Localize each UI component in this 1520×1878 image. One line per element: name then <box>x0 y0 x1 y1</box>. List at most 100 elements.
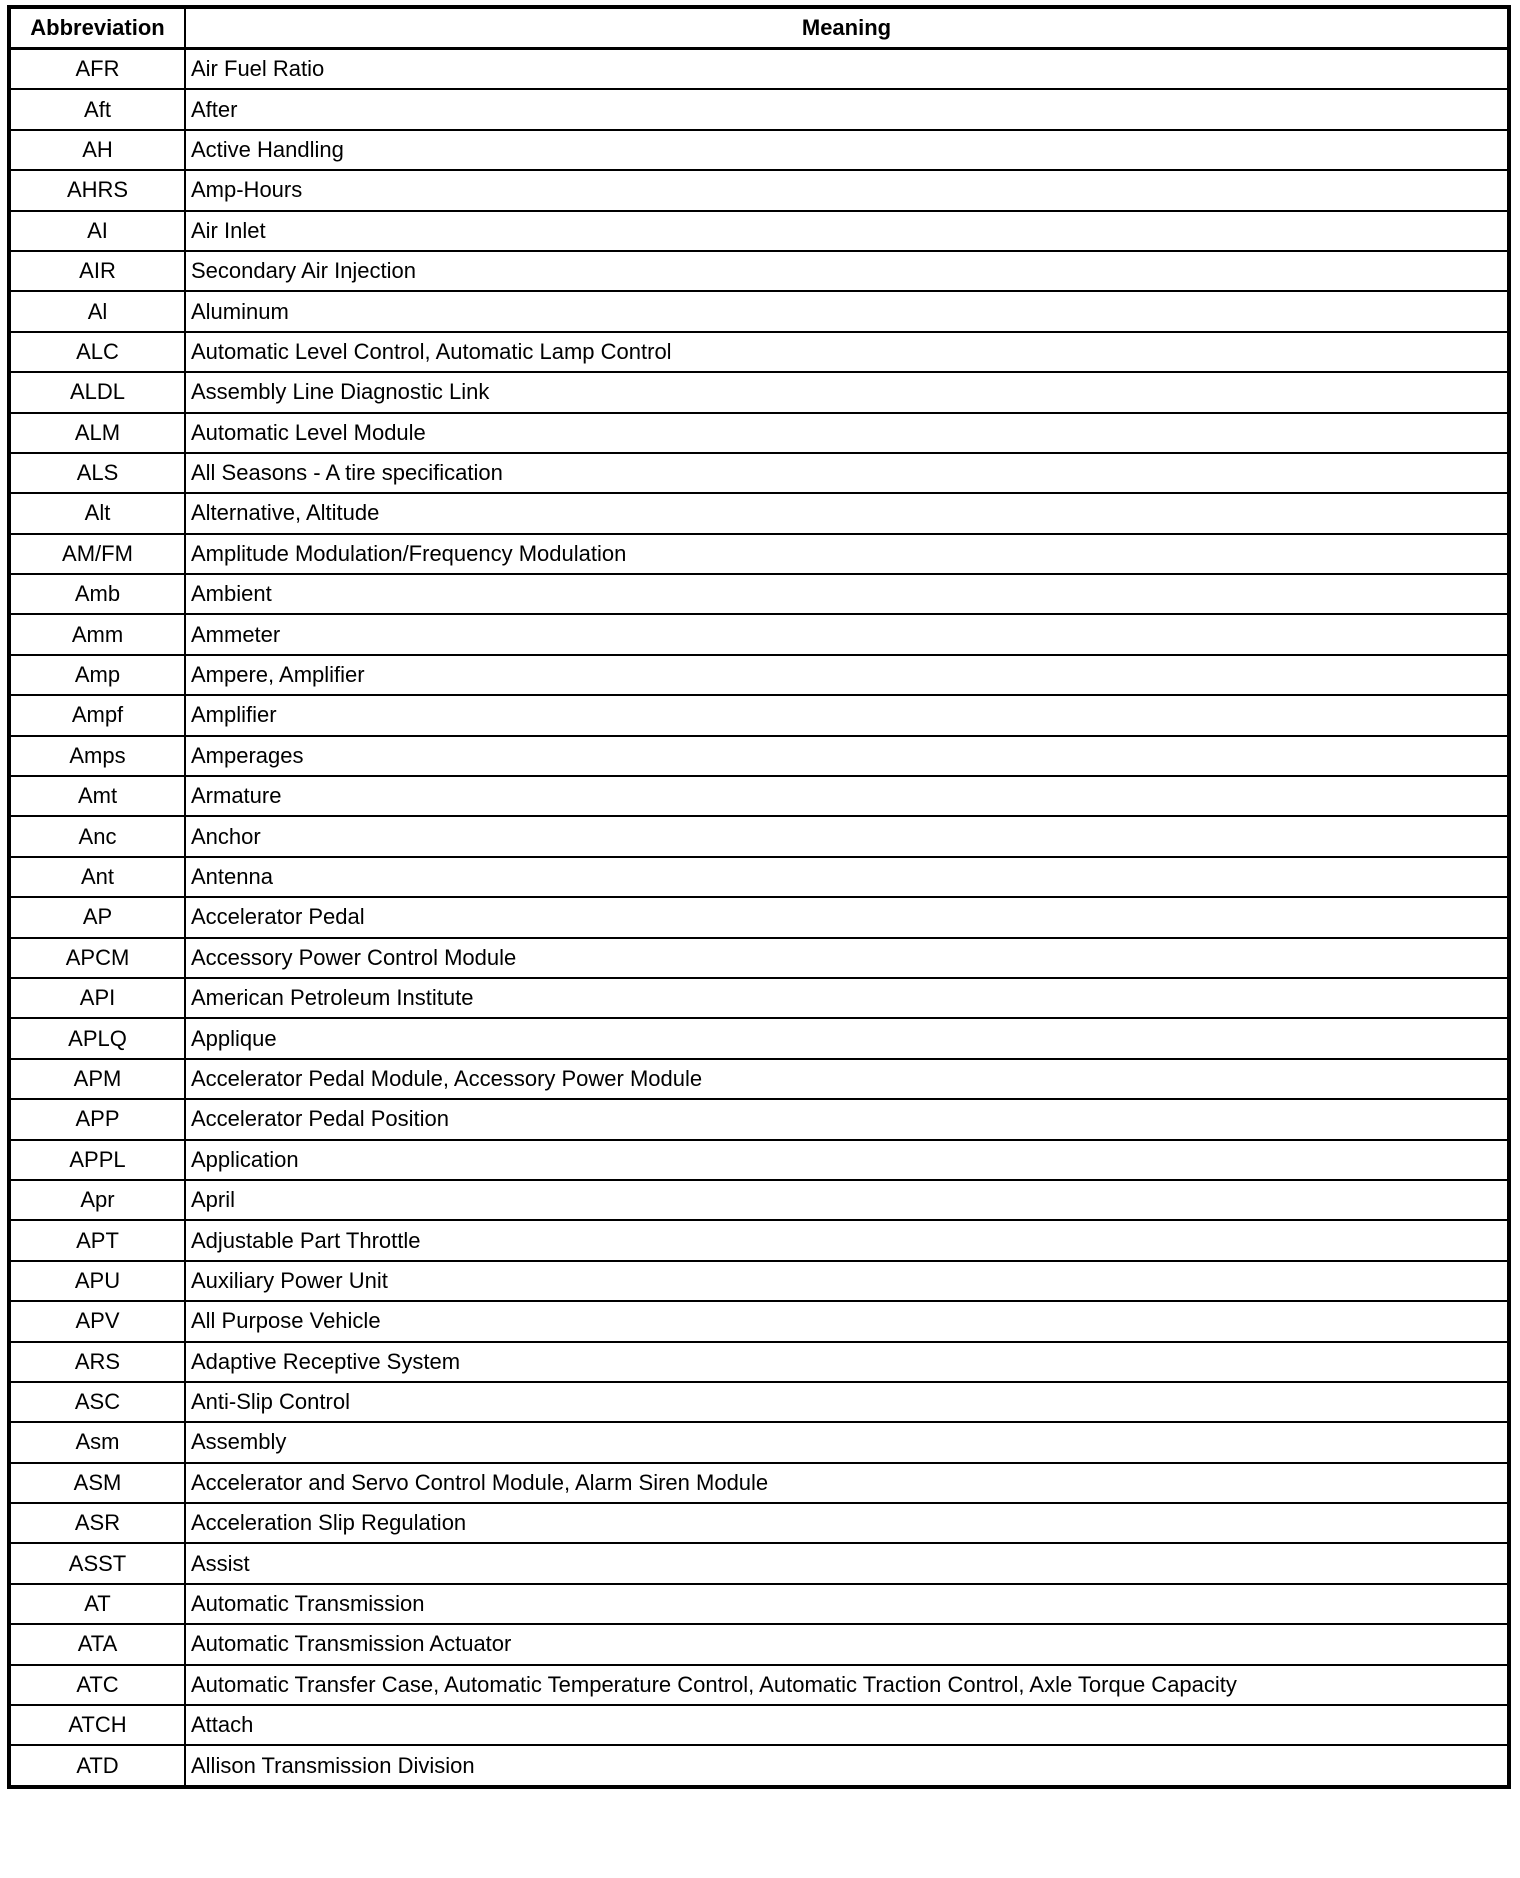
table-row: ALS All Seasons - A tire specification <box>8 451 1510 495</box>
meaning-cell: Assembly <box>184 1421 1510 1464</box>
abbreviation-cell: ASC <box>8 1380 186 1424</box>
table-row: AP Accelerator Pedal <box>8 896 1510 939</box>
abbreviation-cell: ALS <box>8 451 186 495</box>
table-row: AT Automatic Transmission <box>8 1582 1510 1626</box>
meaning-cell: Attach <box>184 1704 1510 1747</box>
table-row: API American Petroleum Institute <box>8 976 1510 1020</box>
meaning-cell: Accessory Power Control Module <box>184 936 1510 979</box>
table-row: ATCH Attach <box>8 1704 1510 1747</box>
abbreviation-cell: API <box>8 976 186 1020</box>
table-row: Aft After <box>8 88 1510 131</box>
meaning-cell: Accelerator Pedal Position <box>184 1098 1510 1141</box>
table-row: Alt Alternative, Altitude <box>8 492 1510 535</box>
table-row: Amp Ampere, Amplifier <box>8 653 1510 697</box>
abbreviation-cell: AIR <box>8 249 186 293</box>
abbreviation-cell: Apr <box>8 1178 186 1222</box>
abbreviation-cell: Alt <box>8 492 186 535</box>
table-row: ASM Accelerator and Servo Control Module,… <box>8 1461 1510 1505</box>
abbreviation-cell: Al <box>8 290 186 333</box>
abbreviation-table: Abbreviation Meaning AFR Air Fuel Ratio Af… <box>7 5 1511 1789</box>
table-row: AH Active Handling <box>8 128 1510 172</box>
table-row: Amps Amperages <box>8 734 1510 778</box>
meaning-cell: All Seasons - A tire specification <box>184 451 1510 495</box>
table-row: APU Auxiliary Power Unit <box>8 1259 1510 1303</box>
meaning-cell: Anti-Slip Control <box>184 1380 1510 1424</box>
abbreviation-cell: AI <box>8 209 186 252</box>
table-row: AHRS Amp-Hours <box>8 169 1510 212</box>
meaning-cell: Ammeter <box>184 613 1510 656</box>
table-row: APPL Application <box>8 1138 1510 1181</box>
abbreviation-cell: Amp <box>8 653 186 697</box>
meaning-cell: Adjustable Part Throttle <box>184 1219 1510 1262</box>
table-row: Al Aluminum <box>8 290 1510 333</box>
abbreviation-cell: APV <box>8 1300 186 1343</box>
abbreviation-cell: APPL <box>8 1138 186 1181</box>
abbreviation-cell: Amm <box>8 613 186 656</box>
abbreviation-cell: ALM <box>8 411 186 454</box>
meaning-cell: Armature <box>184 775 1510 818</box>
table-row: ALDL Assembly Line Diagnostic Link <box>8 371 1510 414</box>
table-row: ATD Allison Transmission Division <box>8 1744 1510 1788</box>
abbreviation-cell: Amb <box>8 573 186 616</box>
meaning-cell: Applique <box>184 1017 1510 1060</box>
header-meaning: Meaning <box>184 6 1510 50</box>
meaning-cell: Secondary Air Injection <box>184 249 1510 293</box>
abbreviation-cell: ASM <box>8 1461 186 1505</box>
header-row: Abbreviation Meaning <box>8 6 1510 50</box>
table-row: ASR Acceleration Slip Regulation <box>8 1502 1510 1545</box>
abbreviation-cell: Anc <box>8 815 186 858</box>
abbreviation-cell: ALC <box>8 330 186 374</box>
table-row: ASST Assist <box>8 1542 1510 1585</box>
meaning-cell: Assist <box>184 1542 1510 1585</box>
abbreviation-cell: Ampf <box>8 694 186 737</box>
table-row: Ant Antenna <box>8 855 1510 899</box>
meaning-cell: Ampere, Amplifier <box>184 653 1510 697</box>
abbreviation-cell: ATA <box>8 1623 186 1666</box>
meaning-cell: Amperages <box>184 734 1510 778</box>
table-row: ATA Automatic Transmission Actuator <box>8 1623 1510 1666</box>
header-abbreviation: Abbreviation <box>8 6 186 50</box>
meaning-cell: Acceleration Slip Regulation <box>184 1502 1510 1545</box>
meaning-cell: Ambient <box>184 573 1510 616</box>
abbreviation-cell: APP <box>8 1098 186 1141</box>
meaning-cell: Automatic Transmission Actuator <box>184 1623 1510 1666</box>
table-row: AFR Air Fuel Ratio <box>8 47 1510 91</box>
abbreviation-cell: AP <box>8 896 186 939</box>
abbreviation-cell: ATD <box>8 1744 186 1788</box>
meaning-cell: Amp-Hours <box>184 169 1510 212</box>
table-row: APT Adjustable Part Throttle <box>8 1219 1510 1262</box>
meaning-cell: Air Fuel Ratio <box>184 47 1510 91</box>
meaning-cell: Allison Transmission Division <box>184 1744 1510 1788</box>
table-row: APCM Accessory Power Control Module <box>8 936 1510 979</box>
meaning-cell: Amplitude Modulation/Frequency Modulatio… <box>184 532 1510 576</box>
table-row: APM Accelerator Pedal Module, Accessory P… <box>8 1057 1510 1101</box>
meaning-cell: Anchor <box>184 815 1510 858</box>
abbreviation-cell: Ant <box>8 855 186 899</box>
meaning-cell: American Petroleum Institute <box>184 976 1510 1020</box>
table-row: ALC Automatic Level Control, Automatic La… <box>8 330 1510 374</box>
meaning-cell: Auxiliary Power Unit <box>184 1259 1510 1303</box>
abbreviation-cell: AHRS <box>8 169 186 212</box>
meaning-cell: Accelerator and Servo Control Module, Al… <box>184 1461 1510 1505</box>
meaning-cell: Automatic Transfer Case, Automatic Tempe… <box>184 1663 1510 1707</box>
table-row: ALM Automatic Level Module <box>8 411 1510 454</box>
meaning-cell: Automatic Transmission <box>184 1582 1510 1626</box>
meaning-cell: Antenna <box>184 855 1510 899</box>
abbreviation-cell: APT <box>8 1219 186 1262</box>
meaning-cell: After <box>184 88 1510 131</box>
meaning-cell: Accelerator Pedal <box>184 896 1510 939</box>
meaning-cell: All Purpose Vehicle <box>184 1300 1510 1343</box>
meaning-cell: Assembly Line Diagnostic Link <box>184 371 1510 414</box>
table-row: Amb Ambient <box>8 573 1510 616</box>
abbreviation-cell: AM/FM <box>8 532 186 576</box>
abbreviation-cell: APCM <box>8 936 186 979</box>
meaning-cell: April <box>184 1178 1510 1222</box>
abbreviation-cell: Amt <box>8 775 186 818</box>
abbreviation-cell: APU <box>8 1259 186 1303</box>
abbreviation-cell: ASST <box>8 1542 186 1585</box>
meaning-cell: Automatic Level Module <box>184 411 1510 454</box>
abbreviation-cell: ASR <box>8 1502 186 1545</box>
abbreviation-cell: Asm <box>8 1421 186 1464</box>
table-row: APV All Purpose Vehicle <box>8 1300 1510 1343</box>
meaning-cell: Active Handling <box>184 128 1510 172</box>
